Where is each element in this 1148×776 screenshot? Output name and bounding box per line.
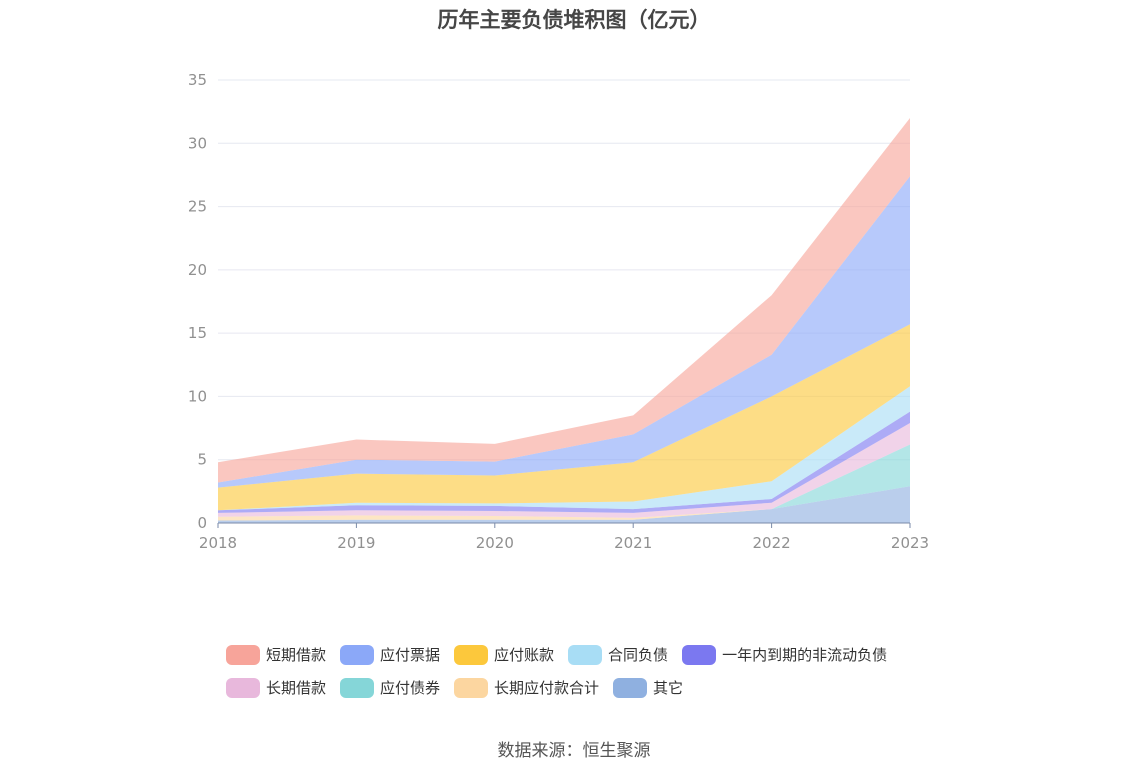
legend-swatch — [226, 644, 260, 665]
area-短期借款 — [218, 118, 910, 483]
legend-item[interactable]: 应付账款 — [454, 644, 554, 665]
source-note: 数据来源：恒生聚源 — [497, 741, 651, 761]
x-tick-label: 2020 — [476, 534, 514, 552]
legend-swatch — [226, 677, 260, 698]
legend-label: 应付债券 — [380, 679, 441, 697]
x-tick-label: 2019 — [337, 534, 375, 552]
stacked-area-chart: 0 5 10 15 20 25 30 35 2018 2019 2020 2021 2022 2023 — [188, 71, 929, 552]
y-tick-label: 15 — [188, 324, 207, 342]
legend-item[interactable]: 应付债券 — [340, 677, 440, 698]
legend-swatch — [340, 677, 375, 698]
x-tick-label: 2023 — [891, 534, 929, 552]
legend-label: 应付账款 — [494, 646, 555, 664]
y-tick-label: 10 — [188, 387, 207, 405]
legend-item[interactable]: 短期借款 — [226, 644, 326, 665]
legend-item[interactable]: 长期应付款合计 — [454, 677, 599, 698]
legend-item[interactable]: 其它 — [613, 677, 683, 698]
legend-swatch — [454, 644, 489, 665]
y-tick-label: 5 — [197, 451, 207, 469]
legend-row: 短期借款 应付票据 应付账款 合同负债 一年内到期的非流动负债 — [226, 638, 946, 671]
legend-label: 长期应付款合计 — [494, 679, 600, 697]
legend-label: 合同负债 — [608, 646, 669, 664]
legend-item[interactable]: 合同负债 — [568, 644, 668, 665]
legend-swatch — [454, 677, 489, 698]
y-tick-label: 20 — [188, 261, 207, 279]
area-长期应付款合计 — [218, 486, 910, 521]
legend-label: 长期借款 — [266, 679, 327, 697]
legend-swatch — [682, 644, 717, 665]
legend-swatch — [568, 644, 603, 665]
legend-label: 一年内到期的非流动负债 — [722, 646, 888, 664]
y-tick-label: 35 — [188, 71, 207, 89]
area-其它 — [218, 486, 910, 523]
legend: 短期借款 应付票据 应付账款 合同负债 一年内到期的非流动负债 长期借款 应付债券 长期应付… — [226, 638, 946, 704]
legend-label: 其它 — [653, 679, 684, 697]
x-tick-label: 2021 — [614, 534, 652, 552]
area-应付账款 — [218, 324, 910, 511]
area-应付票据 — [218, 176, 910, 488]
legend-item[interactable]: 一年内到期的非流动负债 — [682, 644, 887, 665]
legend-item[interactable]: 长期借款 — [226, 677, 326, 698]
area-series — [218, 118, 910, 523]
x-tick-label: 2018 — [199, 534, 237, 552]
legend-swatch — [613, 677, 648, 698]
legend-label: 短期借款 — [266, 646, 327, 664]
y-tick-label: 30 — [188, 134, 207, 152]
y-tick-label: 0 — [197, 514, 207, 532]
legend-item[interactable]: 应付票据 — [340, 644, 440, 665]
chart-title: 历年主要负债堆积图（亿元） — [437, 8, 711, 32]
x-tick-label: 2022 — [753, 534, 791, 552]
legend-label: 应付票据 — [380, 646, 441, 664]
axes: 0 5 10 15 20 25 30 35 2018 2019 2020 2021 2022 2023 — [188, 71, 929, 552]
legend-row: 长期借款 应付债券 长期应付款合计 其它 — [226, 671, 946, 704]
y-tick-label: 25 — [188, 198, 207, 216]
legend-swatch — [340, 644, 375, 665]
